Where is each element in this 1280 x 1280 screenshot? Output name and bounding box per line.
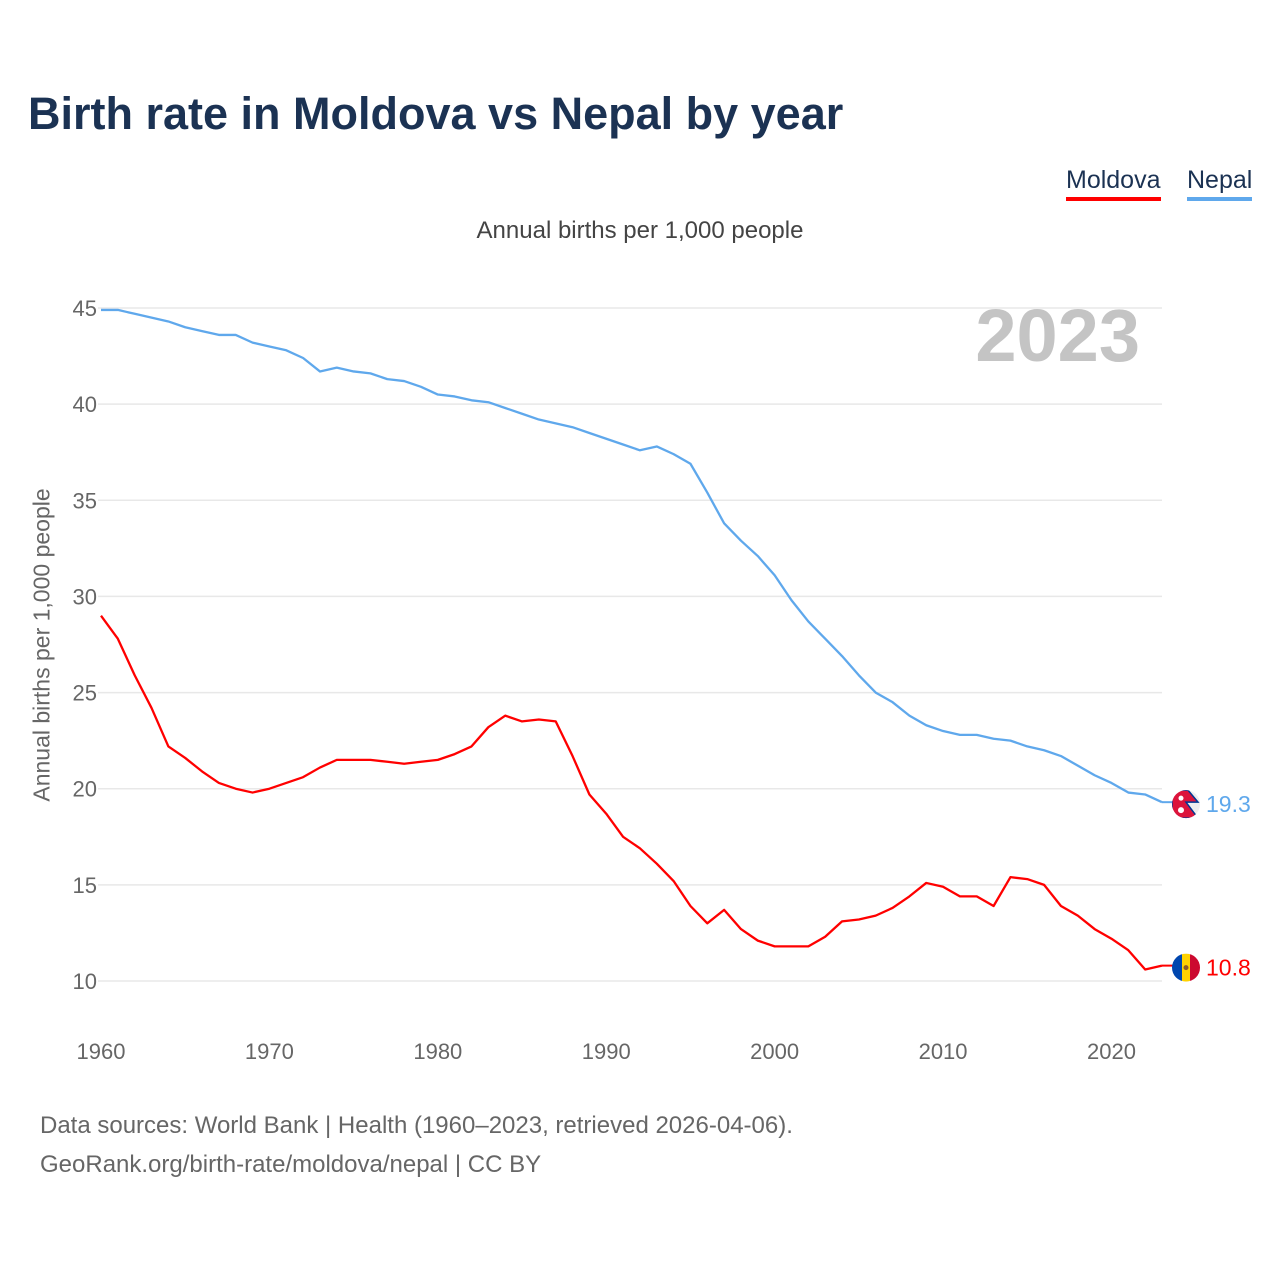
legend-item-moldova[interactable]: Moldova — [1066, 166, 1161, 201]
y-tick-label: 25 — [73, 681, 97, 706]
x-tick-label: 2000 — [750, 1039, 799, 1064]
y-tick-label: 20 — [73, 777, 97, 802]
source-note: Data sources: World Bank | Health (1960–… — [40, 1106, 793, 1184]
x-tick-label: 1970 — [245, 1039, 294, 1064]
x-tick-label: 1990 — [582, 1039, 631, 1064]
moldova-flag-icon — [1172, 953, 1200, 982]
chart-subtitle: Annual births per 1,000 people — [476, 217, 804, 244]
line-moldova — [100, 614, 1163, 971]
end-label-moldova: 10.8 — [1206, 955, 1251, 981]
chart-title: Birth rate in Moldova vs Nepal by year — [28, 88, 844, 139]
year-watermark: 2023 — [975, 294, 1140, 377]
x-tick-label: 1980 — [413, 1039, 462, 1064]
y-tick-label: 35 — [73, 488, 97, 513]
line-nepal — [101, 308, 1163, 804]
source-line-1: Data sources: World Bank | Health (1960–… — [40, 1112, 793, 1139]
legend-item-nepal[interactable]: Nepal — [1187, 166, 1253, 201]
y-tick-label: 15 — [73, 873, 97, 898]
nepal-flag-icon — [1172, 790, 1200, 819]
end-label-nepal: 19.3 — [1206, 791, 1251, 817]
y-tick-label: 45 — [73, 296, 97, 321]
source-line-2[interactable]: GeoRank.org/birth-rate/moldova/nepal | C… — [40, 1151, 542, 1178]
x-tick-label: 1960 — [77, 1039, 126, 1064]
y-tick-label: 30 — [73, 584, 97, 609]
y-tick-label: 10 — [73, 969, 97, 994]
x-tick-label: 2010 — [919, 1039, 968, 1064]
y-tick-label: 40 — [73, 392, 97, 417]
x-tick-label: 2020 — [1087, 1039, 1136, 1064]
